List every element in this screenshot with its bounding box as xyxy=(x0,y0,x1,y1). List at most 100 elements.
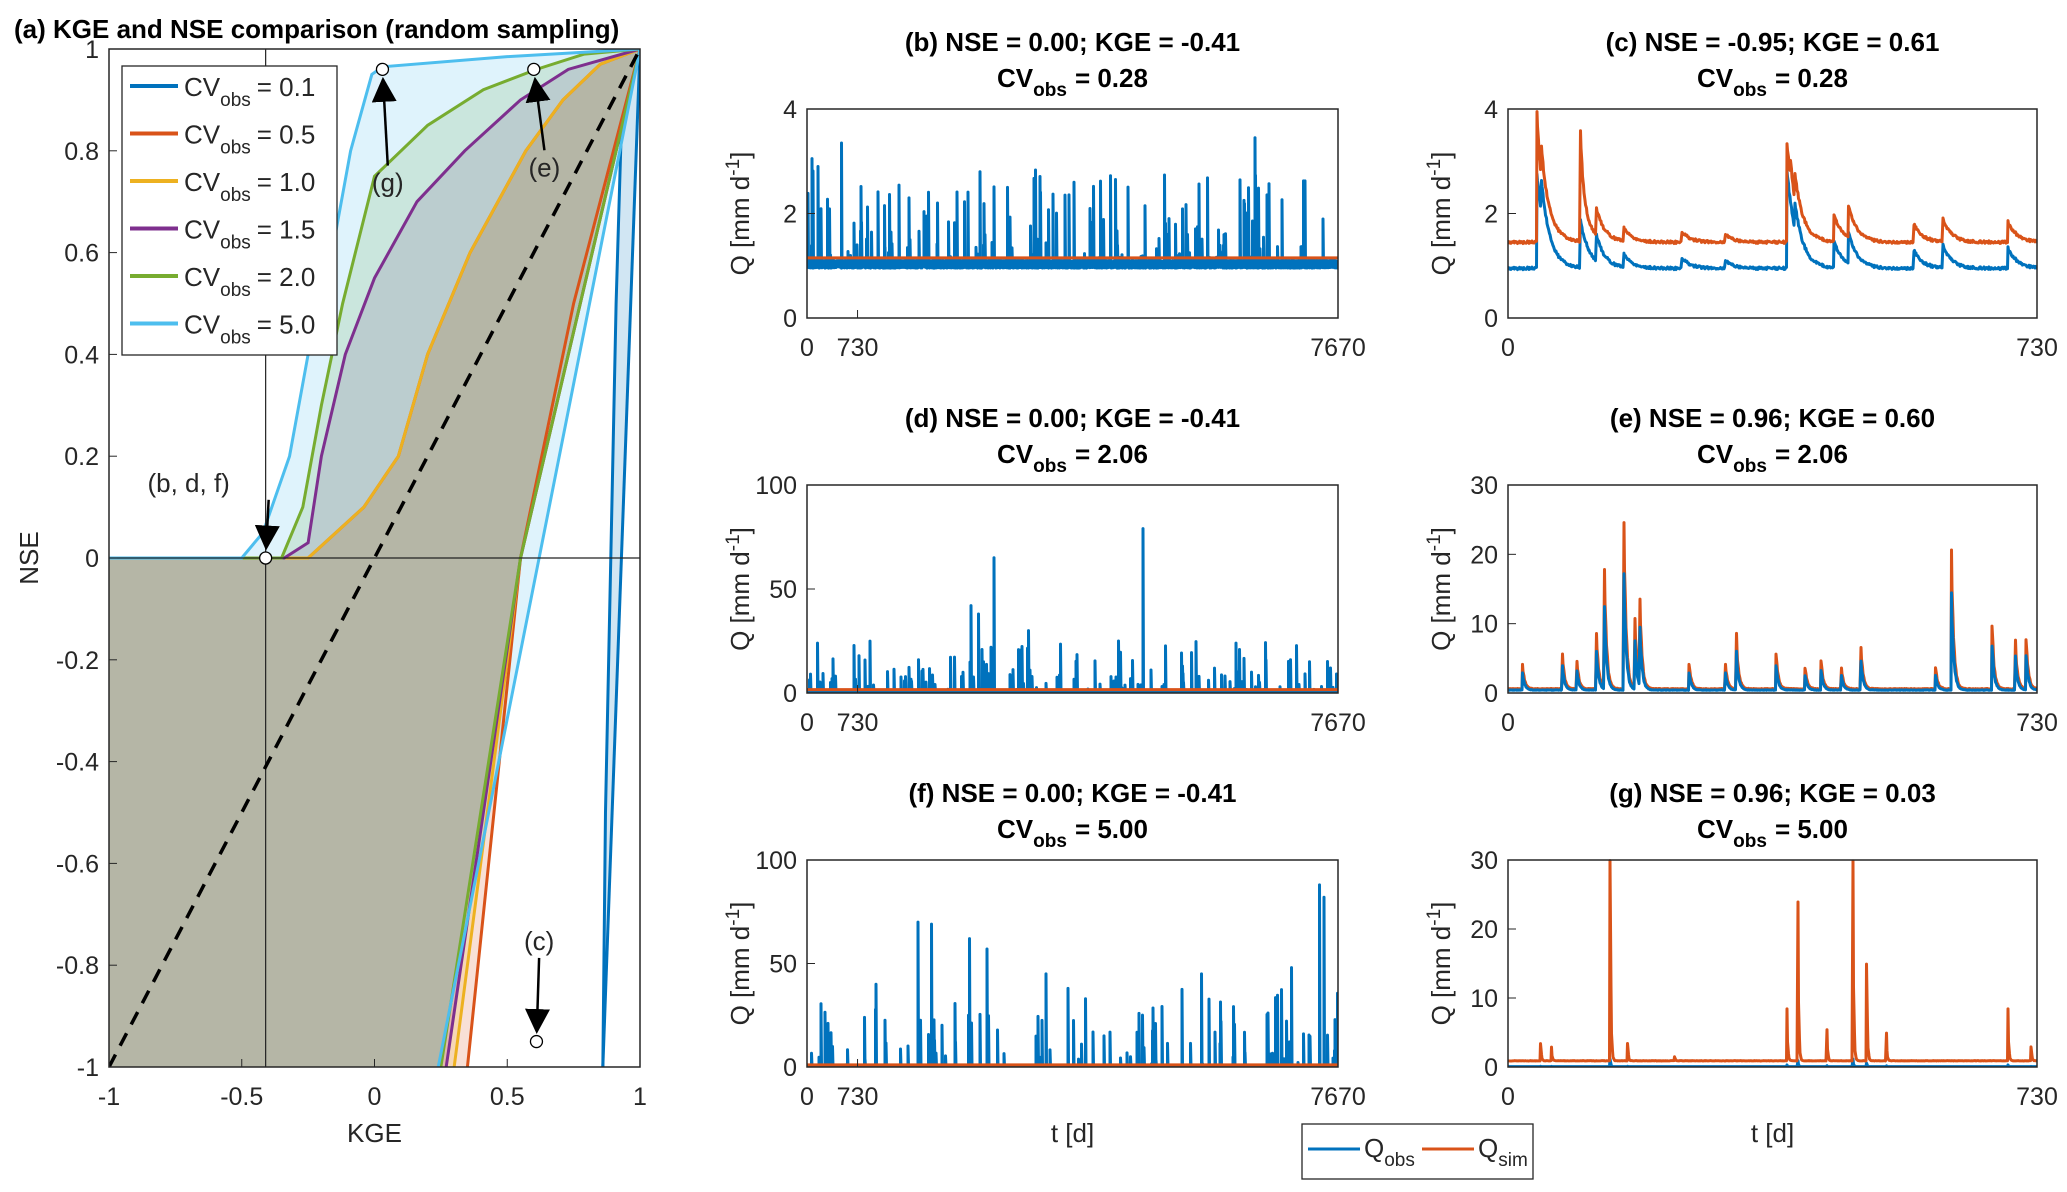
y-tick-label: 0.4 xyxy=(64,341,99,369)
plot-area xyxy=(807,136,1338,270)
legend-entry-q-obs: Qobs xyxy=(1364,1133,1415,1171)
q-sim-line xyxy=(1508,521,2037,691)
panel-b: (b) NSE = 0.00; KGE = -0.41 CVobs = 0.28 0 2… xyxy=(723,27,1366,362)
axes-box xyxy=(1507,859,2038,1068)
panel-a-plot-area xyxy=(109,49,640,1067)
y-tick-label: 100 xyxy=(755,847,797,875)
x-tick-label: 0 xyxy=(800,334,814,362)
y-axis-label: NSE xyxy=(14,531,44,584)
upper-curve-cv-2 xyxy=(109,49,640,560)
y-tick-label: 10 xyxy=(1470,985,1498,1013)
x-tick-label: 0 xyxy=(1501,1083,1515,1111)
panel-a: (a) KGE and NSE comparison (random sampl… xyxy=(14,14,647,1148)
y-axis-label: Q [mm d-1] xyxy=(1424,902,1456,1026)
x-tick-label: 0 xyxy=(800,709,814,737)
legend-box xyxy=(121,65,338,356)
y-tick-label: -0.4 xyxy=(56,749,99,777)
y-tick-label: 0 xyxy=(1484,680,1498,708)
y-tick-label: 100 xyxy=(755,472,797,500)
annotation-label: (e) xyxy=(529,152,561,182)
y-tick-label: 2 xyxy=(783,201,797,229)
panel-cv-title: CVobs = 5.00 xyxy=(997,814,1148,852)
y-tick-label: 0 xyxy=(85,545,99,573)
y-tick-label: 50 xyxy=(769,951,797,979)
x-tick-label: 730 xyxy=(837,334,879,362)
q-legend: Qobs Qsim xyxy=(1301,1123,1534,1180)
plot-area xyxy=(1508,521,2037,692)
x-tick-label: 1 xyxy=(633,1083,647,1111)
legend-entry: CVobs = 5.0 xyxy=(184,310,315,349)
annotation-arrow xyxy=(371,76,397,166)
annotation-arrow xyxy=(254,499,280,551)
y-tick-label: 0.8 xyxy=(64,138,99,166)
plot-area xyxy=(1508,110,2037,272)
q-obs-line xyxy=(807,883,1338,1067)
legend-entry: CVobs = 1.5 xyxy=(184,215,315,254)
y-axis-label: Q [mm d-1] xyxy=(1424,527,1456,651)
y-tick-label: 0.2 xyxy=(64,443,99,471)
panel-cv-title: CVobs = 0.28 xyxy=(1697,63,1848,101)
annotation-arrow xyxy=(524,957,550,1035)
q-obs-line xyxy=(807,527,1338,693)
panel-cv-title: CVobs = 2.06 xyxy=(1697,439,1848,477)
legend-entry: CVobs = 0.5 xyxy=(184,120,315,159)
legend-entry-q-sim: Qsim xyxy=(1478,1133,1528,1171)
upper-curve-cv-1 xyxy=(109,49,640,560)
y-tick-label: 50 xyxy=(769,576,797,604)
q-sim-line xyxy=(1508,859,2037,1063)
y-tick-label: -0.2 xyxy=(56,647,99,675)
marker-point xyxy=(527,62,541,77)
y-tick-label: 1 xyxy=(85,36,99,64)
y-tick-label: 20 xyxy=(1470,541,1498,569)
y-tick-label: 0 xyxy=(783,1054,797,1082)
panel-d: (d) NSE = 0.00; KGE = -0.41 CVobs = 2.06 0 5… xyxy=(723,403,1366,737)
panel-title: (d) NSE = 0.00; KGE = -0.41 xyxy=(905,403,1240,433)
annotation-label: (b, d, f) xyxy=(147,468,229,498)
x-tick-label: 730 xyxy=(2016,709,2058,737)
y-tick-label: 20 xyxy=(1470,916,1498,944)
x-tick-label: 7670 xyxy=(1310,334,1366,362)
y-tick-label: 0.6 xyxy=(64,240,99,268)
marker-point xyxy=(529,1034,544,1049)
y-tick-label: 2 xyxy=(1484,201,1498,229)
x-tick-label: 730 xyxy=(2016,1083,2058,1111)
cv-legend: CVobs = 0.1 CVobs = 0.5 CVobs = 1.0 CVobs = 1.5… xyxy=(121,65,338,356)
y-tick-label: -0.8 xyxy=(56,952,99,980)
axes-box xyxy=(806,484,1339,694)
q-obs-line xyxy=(807,136,1338,270)
panel-cv-title: CVobs = 5.00 xyxy=(1697,814,1848,852)
x-tick-label: 730 xyxy=(837,709,879,737)
x-tick-label: -0.5 xyxy=(220,1083,263,1111)
plot-area xyxy=(1508,859,2037,1067)
y-axis-label: Q [mm d-1] xyxy=(723,902,755,1026)
annotation-arrow xyxy=(525,76,551,151)
y-tick-label: 4 xyxy=(783,96,797,124)
x-axis-label: t [d] xyxy=(1751,1118,1794,1148)
axes-box xyxy=(1507,484,2038,694)
y-tick-label: 4 xyxy=(1484,96,1498,124)
y-tick-label: 0 xyxy=(1484,305,1498,333)
legend-entry: CVobs = 2.0 xyxy=(184,262,315,301)
y-tick-label: 0 xyxy=(783,305,797,333)
legend-box xyxy=(1301,1123,1534,1180)
q-obs-line xyxy=(1508,572,2037,692)
x-axis-label: KGE xyxy=(347,1118,402,1148)
x-tick-label: 0 xyxy=(800,1083,814,1111)
y-axis-label: Q [mm d-1] xyxy=(723,152,755,276)
y-axis-label: Q [mm d-1] xyxy=(723,527,755,651)
q-sim-line xyxy=(1508,110,2037,246)
panel-g: (g) NSE = 0.96; KGE = 0.03 CVobs = 5.00 0 10… xyxy=(1424,778,2058,1148)
x-tick-label: 7670 xyxy=(1310,1083,1366,1111)
x-tick-label: -1 xyxy=(98,1083,120,1111)
x-tick-label: 0 xyxy=(1501,709,1515,737)
x-tick-label: 0 xyxy=(368,1083,382,1111)
annotation-label: (g) xyxy=(372,168,404,198)
plot-area xyxy=(807,883,1338,1067)
panel-c: (c) NSE = -0.95; KGE = 0.61 CVobs = 0.28 0 2… xyxy=(1424,27,2058,362)
panel-title: (c) NSE = -0.95; KGE = 0.61 xyxy=(1606,27,1940,57)
legend-entry: CVobs = 1.0 xyxy=(184,167,315,206)
y-tick-label: 30 xyxy=(1470,847,1498,875)
marker-point xyxy=(258,551,273,565)
panel-title: (e) NSE = 0.96; KGE = 0.60 xyxy=(1610,403,1935,433)
